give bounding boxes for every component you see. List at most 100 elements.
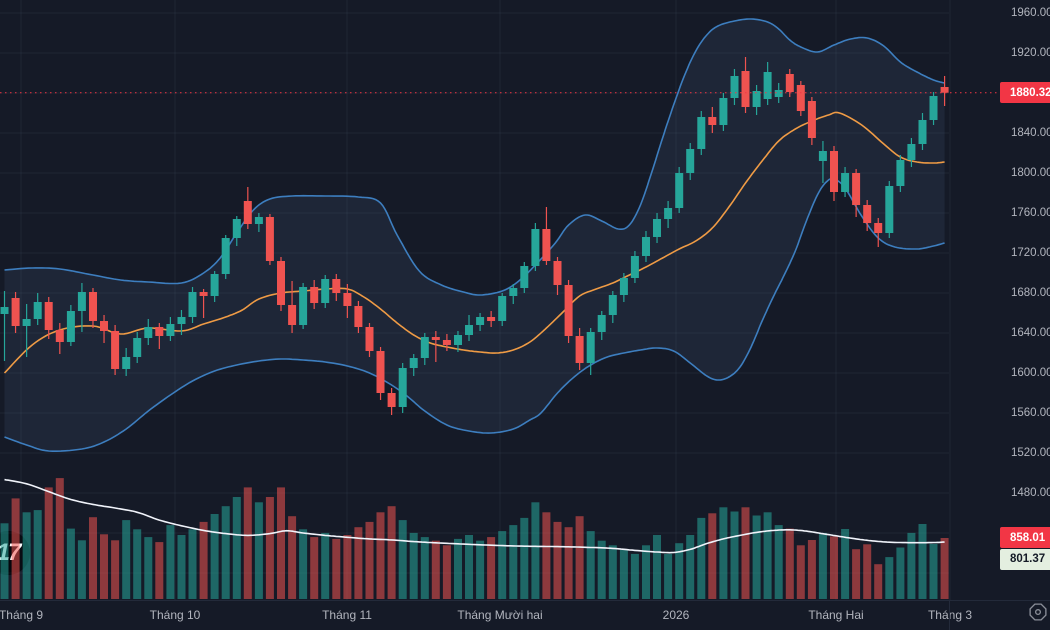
last-price-value: 1880.32 [1010,86,1050,99]
candle [431,331,440,362]
candle [708,107,717,133]
candle [299,283,308,329]
candle [564,280,573,343]
candle [918,113,927,150]
volume-bar [697,517,706,599]
candle [133,332,142,363]
candle [752,85,761,115]
volume-bar [509,525,518,599]
candle [332,274,341,301]
candle [608,291,617,323]
volume-bar [0,523,9,599]
candle [730,69,739,105]
candle [111,325,120,375]
candle [155,323,164,349]
candle [852,169,861,217]
price-axis-label: 1480.00 [1011,487,1050,499]
volume-bar [343,535,352,599]
candle [310,280,319,309]
candle [874,218,883,247]
candle [520,262,529,293]
candle [498,293,507,326]
volume-bar [796,545,805,599]
candle [199,289,208,318]
volume-ma-value: 801.37 [1010,553,1046,566]
candle [265,214,274,265]
time-axis-label: Tháng Hai [808,608,864,622]
volume-bar [476,540,485,599]
candle [177,310,186,335]
volume-bar [431,540,440,599]
axis-corner-separator [949,601,950,630]
candle [243,187,252,229]
volume-bar [664,553,673,599]
candle [232,216,241,246]
volume-bar [100,534,108,599]
volume-bar [321,532,330,599]
volume-bar [885,557,894,599]
volume-bar [642,545,650,599]
candle [675,167,684,213]
candle [774,83,783,103]
volume-bar [630,553,639,599]
candle [531,223,540,271]
candle [741,57,750,113]
volume-bar [752,515,761,599]
octagon-dot-icon[interactable] [1029,603,1047,621]
volume-bar [807,540,816,599]
candle [365,323,374,357]
volume-bar [830,536,838,599]
candle [719,93,728,131]
candle [398,363,407,413]
price-axis-label: 1960.00 [1011,7,1050,19]
volume-value: 858.01 [1010,531,1046,544]
candle [89,288,97,328]
candle [487,311,496,327]
volume-bar [763,512,772,599]
candle [863,200,872,231]
candle [653,213,661,243]
price-axis-label: 1840.00 [1011,127,1050,139]
candle [188,287,197,323]
volume-bar [586,531,595,599]
grid-lines [0,0,951,600]
volume-bar [354,527,363,599]
volume-bar [498,531,507,599]
candle [476,313,485,331]
candle [387,388,396,415]
price-axis-label: 1920.00 [1011,47,1050,59]
candle [940,76,949,106]
volume-bar [686,535,695,599]
bollinger-lower-line [4,177,945,452]
volume-bar [11,498,20,599]
volume-bar [55,478,64,599]
volume-bar [442,545,451,599]
time-axis-label: Tháng 11 [322,608,372,622]
candle [630,251,639,283]
volume-badge: 858.01 [1000,527,1050,549]
volume-bar [332,538,341,599]
candle [907,138,916,167]
candle [929,92,938,125]
time-axis-label: Tháng 3 [927,608,973,622]
volume-bar [409,532,418,599]
candle [343,284,352,318]
volume-bar [719,507,728,599]
volume-bar [465,535,473,599]
volume-bar [177,535,186,599]
time-axis[interactable]: Tháng 9 Tháng 10 Tháng 11 Tháng Mười hai 202… [0,600,1050,630]
time-axis-label: Tháng Mười hai [457,608,543,622]
volume-bar [531,502,540,599]
candle [586,328,595,375]
volume-bar [653,535,661,599]
candle [885,181,894,238]
volume-bar [77,540,86,599]
candle [509,284,518,304]
volume-layer [0,478,949,599]
volume-bar [940,538,949,599]
volume-bar [907,532,916,599]
volume-bar [542,512,551,599]
volume-bar [133,529,142,599]
volume-bar [221,506,230,599]
